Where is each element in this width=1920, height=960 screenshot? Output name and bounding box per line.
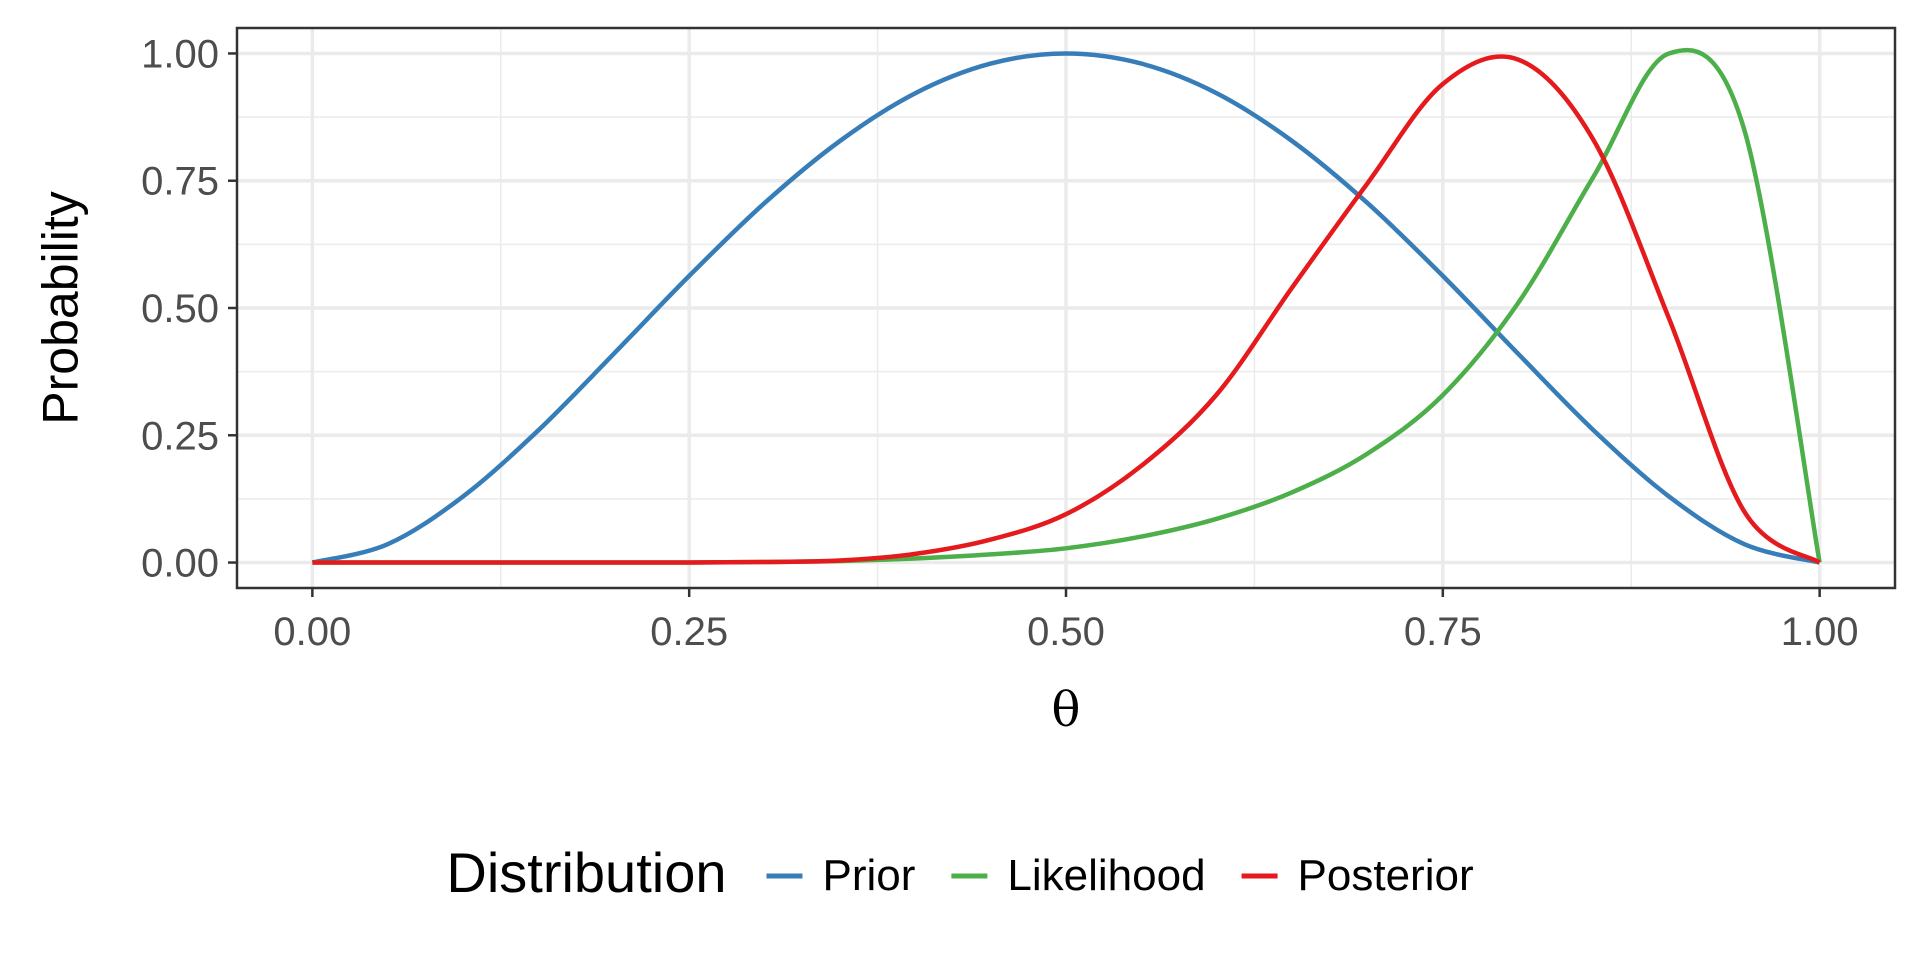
x-axis-title: θ: [1052, 682, 1081, 738]
legend-label-likelihood: Likelihood: [1007, 851, 1205, 900]
legend: Distribution Prior Likelihood Posterior: [446, 841, 1473, 904]
legend-title: Distribution: [446, 841, 726, 904]
x-tick-label: 0.00: [273, 610, 351, 654]
grid: [237, 28, 1895, 588]
y-tick-label: 1.00: [141, 32, 219, 76]
series-line-prior: [311, 51, 1821, 565]
x-tick-label: 0.75: [1404, 610, 1482, 654]
series-lines: [311, 47, 1822, 565]
legend-label-prior: Prior: [822, 851, 915, 900]
legend-label-posterior: Posterior: [1298, 851, 1474, 900]
y-tick-label: 0.00: [141, 542, 219, 586]
x-tick-label: 0.50: [1027, 610, 1105, 654]
axis-ticks: 0.00 0.25 0.50 0.75 1.00 0.00 0.25 0.50 0.75 1.00: [141, 32, 1858, 654]
y-tick-label: 0.25: [141, 414, 219, 458]
x-tick-label: 1.00: [1781, 610, 1859, 654]
y-tick-label: 0.50: [141, 287, 219, 331]
x-tick-label: 0.25: [650, 610, 728, 654]
y-axis-title: Probability: [33, 191, 89, 424]
y-tick-label: 0.75: [141, 160, 219, 204]
series-line-posterior: [312, 54, 1821, 565]
